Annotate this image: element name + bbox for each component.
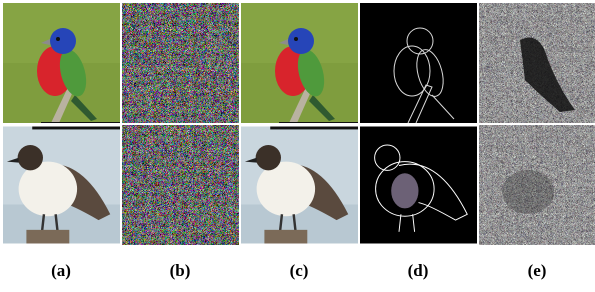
- noise-image: [122, 3, 239, 123]
- figure: (a) (b) (c) (d) (e): [0, 0, 595, 287]
- perturbation-map: [360, 127, 477, 244]
- adversarial-image: [241, 3, 358, 125]
- panel-label: (d): [408, 261, 429, 280]
- image-grid: [3, 3, 595, 245]
- panel-labels: (a) (b) (c) (d) (e): [51, 261, 546, 280]
- panel-label: (e): [528, 261, 547, 280]
- original-image: [3, 3, 120, 125]
- panel-label: (c): [290, 261, 309, 280]
- adversarial-image: [241, 127, 358, 244]
- silhouette: [502, 170, 554, 214]
- original-image: [3, 127, 120, 244]
- panel-label: (b): [170, 261, 191, 280]
- panel-label: (a): [51, 261, 71, 280]
- noise-image: [122, 125, 239, 245]
- perturbation-map: [360, 3, 477, 123]
